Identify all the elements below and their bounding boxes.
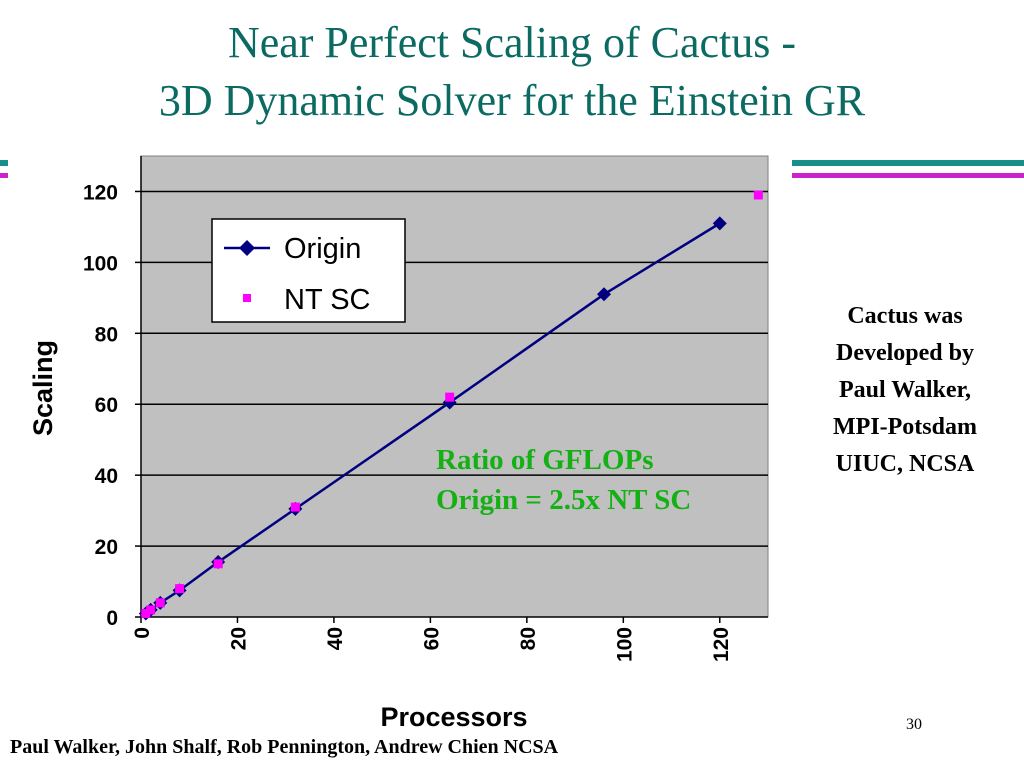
credit-note-line: MPI-Potsdam [833,414,977,440]
ntsc-point [155,598,165,608]
left-accent-bar-magenta [0,173,8,178]
y-tick-label: 80 [95,323,118,346]
x-tick-label: 60 [420,627,443,650]
credit-note-line: Developed by [836,340,974,366]
slide-title-line-2: 3D Dynamic Solver for the Einstein GR [158,76,866,125]
y-tick-labels: 0 20 40 60 80 100 120 [83,181,118,630]
ntsc-point [175,584,185,594]
x-axis-label: Processors [380,702,527,732]
legend-ntsc-marker [243,294,251,302]
footer-authors: Paul Walker, John Shalf, Rob Pennington,… [10,736,559,758]
x-tick-label: 100 [613,627,636,662]
x-tick-label: 120 [710,627,733,662]
y-tick-label: 60 [95,394,118,417]
slide-title-line-1: Near Perfect Scaling of Cactus - [227,18,797,67]
credit-note-line: UIUC, NCSA [835,451,975,477]
ratio-line-1: Ratio of GFLOPs [436,444,654,476]
y-tick-label: 40 [95,465,118,488]
legend-ntsc-label: NT SC [284,284,370,316]
origin-point [597,287,612,302]
legend-box [211,218,406,323]
y-tick-label: 0 [106,607,118,630]
left-accent-bar-teal [0,160,8,166]
y-tick-label: 120 [83,181,118,204]
credit-note-line: Cactus was [847,303,963,329]
ratio-line-2: Origin = 2.5x NT SC [436,484,692,516]
ntsc-point [445,392,455,402]
legend: Origin NT SC [211,218,406,323]
legend-origin-marker [239,240,255,256]
x-tick-label: 20 [227,627,250,650]
credit-note: Cactus was Developed by Paul Walker, MPI… [805,298,1005,483]
x-tick-labels: 0 20 40 60 80 100 120 [131,627,733,662]
legend-origin-label: Origin [284,233,361,265]
ntsc-point [141,608,151,618]
right-accent-bar-teal [792,160,1024,166]
x-tick-label: 80 [517,627,540,650]
origin-point [712,216,727,231]
x-tick-label: 0 [131,627,154,639]
y-tick-label: 100 [83,252,118,275]
right-accent-bar-magenta [792,173,1024,178]
y-tick-label: 20 [95,536,118,559]
ntsc-point [753,190,763,200]
x-tick-label: 40 [324,627,347,650]
ntsc-point [290,502,300,512]
data-series [138,190,763,621]
ntsc-point [146,605,156,615]
ntsc-point [213,559,223,569]
page-number: 30 [906,716,922,733]
credit-note-line: Paul Walker, [838,377,972,403]
y-axis-label: Scaling [28,340,58,436]
ratio-annotation: Ratio of GFLOPs Origin = 2.5x NT SC [436,440,691,520]
